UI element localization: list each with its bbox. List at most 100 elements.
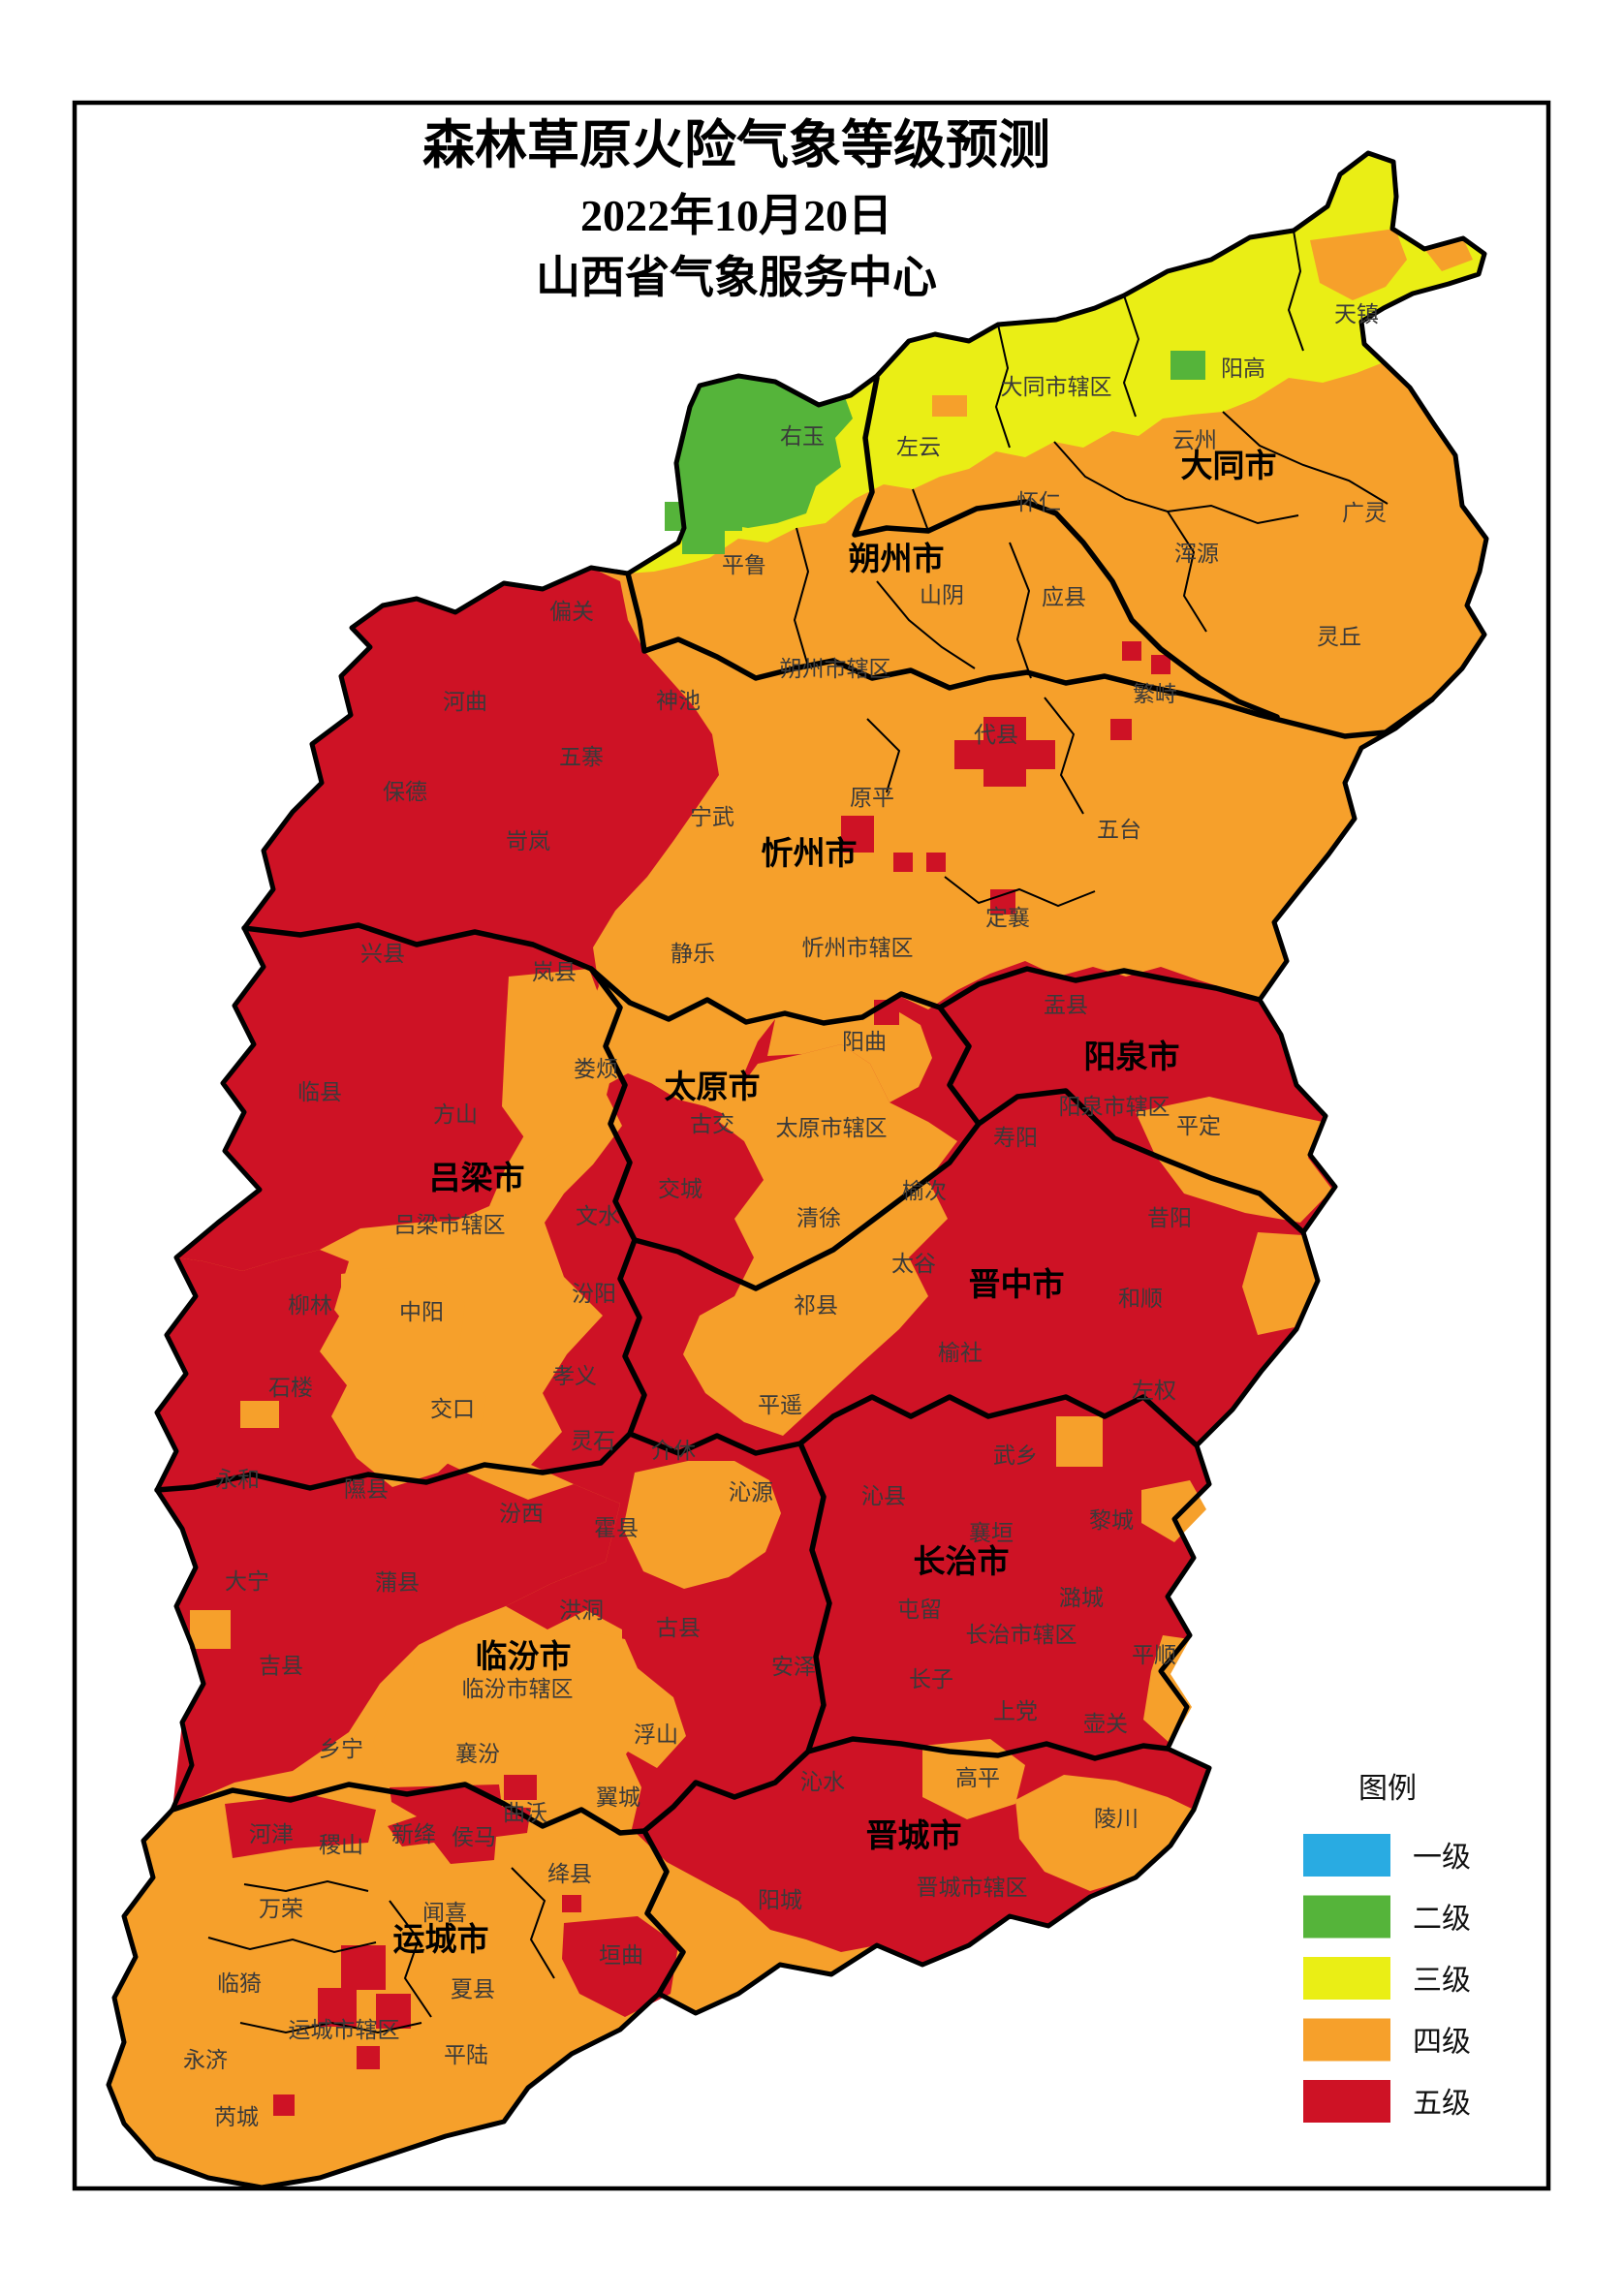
county-label-偏关: 偏关 bbox=[549, 600, 594, 624]
city-label-太原市: 太原市 bbox=[665, 1069, 761, 1105]
county-label-娄烦: 娄烦 bbox=[574, 1057, 618, 1081]
county-label-永和: 永和 bbox=[215, 1468, 260, 1492]
county-label-忻州市辖区: 忻州市辖区 bbox=[802, 936, 914, 960]
county-label-介休: 介休 bbox=[651, 1439, 696, 1463]
level4-patch-tianzhen bbox=[1310, 229, 1407, 300]
county-label-乡宁: 乡宁 bbox=[319, 1737, 363, 1761]
county-label-临猗: 临猗 bbox=[217, 1971, 262, 1996]
county-label-吉县: 吉县 bbox=[259, 1654, 303, 1678]
city-label-晋中市: 晋中市 bbox=[969, 1266, 1065, 1303]
level5-patch-jiangxian bbox=[562, 1895, 581, 1912]
legend-label-1: 一级 bbox=[1413, 1842, 1471, 1874]
legend-swatch-3 bbox=[1303, 1957, 1390, 2000]
county-label-古县: 古县 bbox=[656, 1616, 701, 1640]
county-label-霍县: 霍县 bbox=[594, 1516, 639, 1540]
county-boundaries bbox=[207, 230, 1389, 2034]
level4-patch-wuxiang bbox=[1056, 1416, 1103, 1467]
city-boundaries bbox=[154, 375, 1435, 1997]
county-label-石楼: 石楼 bbox=[268, 1376, 313, 1400]
level5-patch-ruicheng bbox=[273, 2094, 295, 2116]
county-label-交城: 交城 bbox=[658, 1177, 702, 1201]
level2-patch-pinglu-b bbox=[665, 502, 742, 531]
legend-label-5: 五级 bbox=[1413, 2088, 1471, 2120]
county-label-柳林: 柳林 bbox=[288, 1293, 332, 1318]
county-label-代县: 代县 bbox=[974, 723, 1018, 747]
city-label-吕梁市: 吕梁市 bbox=[429, 1160, 525, 1196]
county-label-沁水: 沁水 bbox=[800, 1770, 845, 1794]
level5-patch-daixian-b bbox=[954, 740, 1055, 769]
county-label-定襄: 定襄 bbox=[985, 906, 1030, 930]
county-label-怀仁: 怀仁 bbox=[1016, 490, 1061, 514]
county-label-岚县: 岚县 bbox=[532, 960, 577, 984]
county-label-清徐: 清徐 bbox=[796, 1206, 841, 1230]
legend-swatch-5 bbox=[1303, 2080, 1390, 2123]
level5-region-central bbox=[506, 961, 1335, 1965]
legend-label-4: 四级 bbox=[1413, 2027, 1471, 2059]
county-label-天镇: 天镇 bbox=[1334, 302, 1379, 326]
county-label-沁县: 沁县 bbox=[861, 1484, 906, 1508]
level5-patch-yuanping-c bbox=[926, 853, 946, 872]
county-label-孝义: 孝义 bbox=[552, 1364, 597, 1388]
county-label-阳曲: 阳曲 bbox=[842, 1030, 887, 1054]
level4-island-fangshan bbox=[502, 969, 618, 1161]
county-label-文水: 文水 bbox=[576, 1204, 620, 1228]
county-label-平遥: 平遥 bbox=[758, 1393, 802, 1417]
level3-region-north bbox=[628, 153, 1484, 574]
legend-label-2: 二级 bbox=[1413, 1904, 1471, 1936]
county-label-灵石: 灵石 bbox=[571, 1429, 615, 1453]
county-label-武乡: 武乡 bbox=[993, 1443, 1038, 1468]
level4-island-qinyuan bbox=[623, 1461, 781, 1589]
county-label-中阳: 中阳 bbox=[399, 1300, 444, 1324]
level5-patch-xinjiang-houma bbox=[388, 1784, 531, 1864]
legend-swatch-4 bbox=[1303, 2018, 1390, 2062]
level4-island-xiyang-east bbox=[1242, 1232, 1316, 1335]
county-label-繁峙: 繁峙 bbox=[1133, 682, 1177, 706]
level4-island-taiyuan-basin bbox=[683, 1044, 957, 1436]
county-label-永济: 永济 bbox=[183, 2048, 228, 2072]
county-label-原平: 原平 bbox=[850, 786, 894, 810]
county-label-阳城: 阳城 bbox=[758, 1888, 802, 1912]
city-label-晋城市: 晋城市 bbox=[866, 1817, 962, 1854]
county-label-兴县: 兴县 bbox=[360, 942, 405, 966]
county-label-山阴: 山阴 bbox=[920, 583, 964, 607]
county-label-侯马: 侯马 bbox=[452, 1825, 496, 1849]
city-label-大同市: 大同市 bbox=[1181, 448, 1277, 484]
county-label-广灵: 广灵 bbox=[1342, 501, 1387, 525]
county-label-盂县: 盂县 bbox=[1044, 993, 1088, 1017]
county-label-宁武: 宁武 bbox=[690, 805, 734, 829]
level4-island-pingshun-east bbox=[1143, 1635, 1192, 1744]
city-label-阳泉市: 阳泉市 bbox=[1084, 1039, 1180, 1075]
county-label-曲沃: 曲沃 bbox=[503, 1801, 547, 1825]
city-label-忻州市: 忻州市 bbox=[762, 835, 858, 872]
county-label-隰县: 隰县 bbox=[344, 1477, 389, 1502]
level4-island-pingding bbox=[1136, 1097, 1332, 1223]
county-label-平鲁: 平鲁 bbox=[722, 553, 766, 577]
county-label-左权: 左权 bbox=[1132, 1379, 1176, 1403]
county-label-浮山: 浮山 bbox=[634, 1722, 678, 1747]
county-label-云州: 云州 bbox=[1172, 428, 1217, 452]
level5-patch-quwo bbox=[504, 1775, 537, 1800]
county-label-神池: 神池 bbox=[656, 689, 701, 713]
city-label-朔州市: 朔州市 bbox=[849, 541, 945, 577]
page-title: 森林草原火险气象等级预测 bbox=[422, 116, 1050, 174]
county-label-阳泉市辖区: 阳泉市辖区 bbox=[1059, 1095, 1170, 1119]
level5-patch-hejin bbox=[225, 1794, 376, 1858]
issuing-org: 山西省气象服务中心 bbox=[536, 253, 937, 302]
county-label-黎城: 黎城 bbox=[1089, 1508, 1134, 1533]
county-label-芮城: 芮城 bbox=[214, 2105, 259, 2129]
county-label-屯留: 屯留 bbox=[897, 1598, 942, 1622]
city-label-运城市: 运城市 bbox=[393, 1921, 489, 1958]
county-label-左云: 左云 bbox=[896, 435, 941, 459]
county-label-襄垣: 襄垣 bbox=[969, 1521, 1014, 1545]
city-label-临汾市: 临汾市 bbox=[476, 1638, 572, 1675]
county-label-应县: 应县 bbox=[1042, 585, 1086, 609]
county-label-寿阳: 寿阳 bbox=[993, 1126, 1038, 1150]
county-label-平顺: 平顺 bbox=[1132, 1643, 1176, 1667]
county-label-昔阳: 昔阳 bbox=[1147, 1206, 1192, 1230]
level4-patch-zuoyun bbox=[932, 395, 967, 417]
county-label-蒲县: 蒲县 bbox=[375, 1570, 420, 1595]
county-label-绛县: 绛县 bbox=[547, 1862, 592, 1886]
